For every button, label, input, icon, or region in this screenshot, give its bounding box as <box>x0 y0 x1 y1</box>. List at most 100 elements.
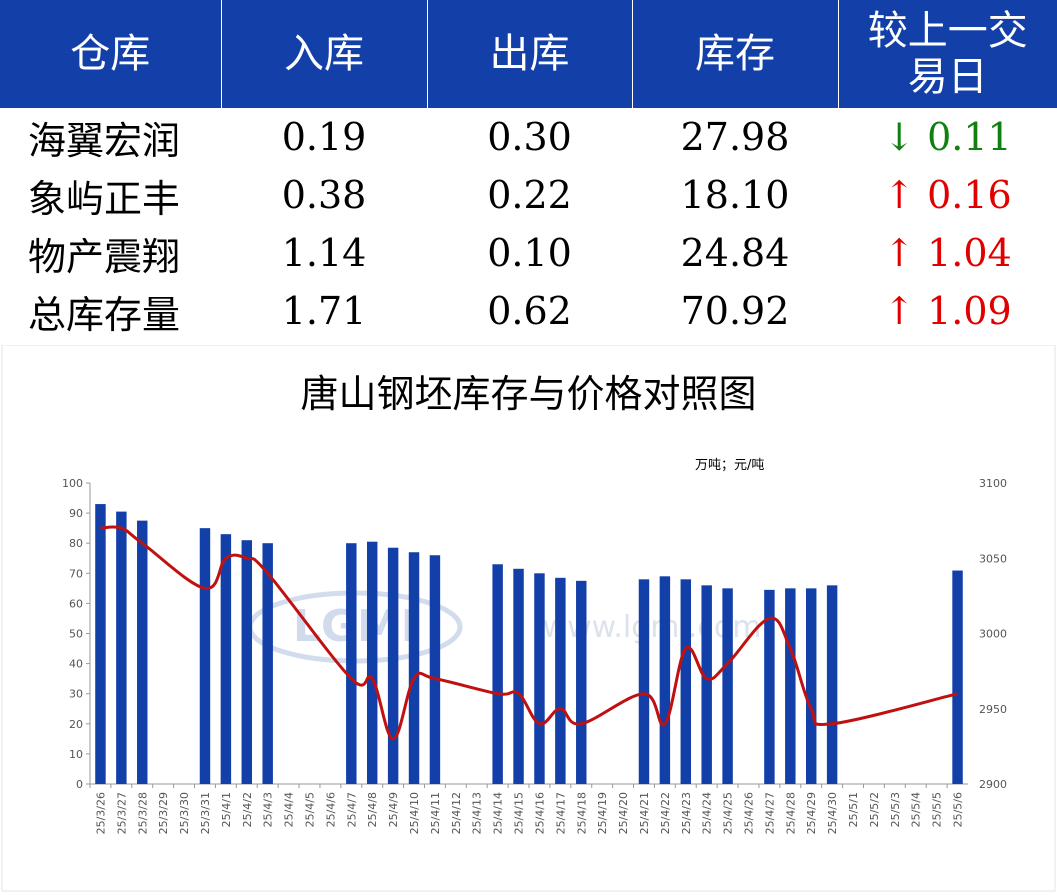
inventory-bar <box>429 555 441 784</box>
row-change-value: 0.16 <box>927 173 1012 217</box>
x-tick-label: 25/4/30 <box>826 792 839 834</box>
left-tick-label: 100 <box>62 477 83 490</box>
x-tick-label: 25/4/11 <box>429 792 442 834</box>
x-tick-label: 25/4/12 <box>450 792 463 834</box>
x-tick-label: 25/3/30 <box>178 792 191 834</box>
row-name: 海翼宏润 <box>28 118 181 163</box>
x-tick-label: 25/5/2 <box>868 792 881 827</box>
x-tick-label: 25/3/27 <box>115 792 128 834</box>
inventory-bar <box>220 534 232 784</box>
inventory-bar <box>95 504 106 784</box>
row-stock: 27.98 <box>680 115 790 159</box>
row-outbound: 0.10 <box>487 231 572 275</box>
x-tick-label: 25/4/3 <box>262 792 275 827</box>
inventory-bar <box>262 543 273 784</box>
x-tick-label: 25/4/29 <box>805 792 818 834</box>
table-header-row: 仓库 入库 出库 库存 较上一交易日 <box>0 0 1057 108</box>
header-outbound: 出库 <box>427 0 633 108</box>
chart-title: 唐山钢坯库存与价格对照图 <box>300 372 757 416</box>
inventory-bar <box>346 543 357 784</box>
inventory-bar <box>555 577 566 784</box>
inventory-price-chart: LGMIwww.lgmi.com010203040506070809010029… <box>1 345 1056 892</box>
x-tick-label: 25/4/16 <box>533 792 546 834</box>
x-tick-label: 25/3/31 <box>199 792 212 834</box>
x-tick-label: 25/3/29 <box>157 792 170 834</box>
row-outbound: 0.22 <box>487 173 572 217</box>
row-inbound: 1.71 <box>281 289 367 333</box>
x-tick-label: 25/4/4 <box>283 792 296 827</box>
inventory-bar <box>241 540 253 784</box>
inventory-bar <box>952 570 963 784</box>
x-tick-label: 25/4/6 <box>324 792 337 827</box>
row-change-value: 0.11 <box>927 115 1012 159</box>
row-outbound: 0.30 <box>487 115 572 159</box>
arrow-up-icon: ↑ <box>883 173 916 217</box>
left-tick-label: 90 <box>69 507 83 520</box>
price-line <box>100 525 958 741</box>
x-tick-label: 25/5/1 <box>847 792 860 827</box>
inventory-bar <box>387 547 399 784</box>
row-change-value: 1.04 <box>927 231 1012 275</box>
inventory-bar <box>659 576 671 784</box>
x-tick-label: 25/4/26 <box>743 792 756 834</box>
left-tick-label: 10 <box>69 748 83 761</box>
x-tick-label: 25/4/10 <box>408 792 421 834</box>
left-tick-label: 60 <box>69 597 83 610</box>
inventory-bar <box>408 552 420 784</box>
x-tick-label: 25/4/28 <box>784 792 797 834</box>
header-warehouse: 仓库 <box>0 0 222 108</box>
left-tick-label: 20 <box>69 718 83 731</box>
x-tick-label: 25/4/17 <box>554 792 567 834</box>
row-inbound: 0.19 <box>281 115 367 159</box>
x-tick-label: 25/4/9 <box>387 792 400 827</box>
right-tick-label: 3000 <box>979 628 1007 641</box>
inventory-bar <box>576 580 587 784</box>
header-inbound: 入库 <box>221 0 428 108</box>
inventory-bar <box>826 585 838 784</box>
inventory-bar <box>513 568 524 784</box>
row-inbound: 0.38 <box>281 173 367 217</box>
inventory-bar <box>137 520 148 784</box>
row-stock: 70.92 <box>680 289 790 333</box>
arrow-up-icon: ↑ <box>883 289 916 333</box>
table-row-total: 总库存量 1.71 0.62 70.92 ↑ 1.09 <box>0 282 1057 340</box>
table-row: 象屿正丰 0.38 0.22 18.10 ↑ 0.16 <box>0 166 1057 224</box>
arrow-down-icon: ↓ <box>883 115 916 159</box>
inventory-bar <box>492 564 503 784</box>
chart-area: LGMIwww.lgmi.com010203040506070809010029… <box>0 345 1057 895</box>
inventory-bar <box>785 588 796 784</box>
left-tick-label: 0 <box>76 778 83 791</box>
inventory-bar <box>680 579 692 784</box>
arrow-up-icon: ↑ <box>883 231 916 275</box>
left-tick-label: 30 <box>69 688 83 701</box>
inventory-bar <box>366 541 378 784</box>
inventory-bar <box>638 579 650 784</box>
x-tick-label: 25/5/3 <box>889 792 902 827</box>
x-tick-label: 25/4/22 <box>659 792 672 834</box>
x-tick-label: 25/5/4 <box>910 792 923 827</box>
inventory-bar <box>701 585 712 784</box>
header-change: 较上一交易日 <box>838 0 1057 108</box>
x-tick-label: 25/4/23 <box>680 792 693 834</box>
unit-label: 万吨；元/吨 <box>695 458 764 473</box>
row-change-value: 1.09 <box>927 289 1012 333</box>
right-tick-label: 2900 <box>979 778 1007 791</box>
row-name: 象屿正丰 <box>28 176 181 221</box>
row-inbound: 1.14 <box>281 231 367 275</box>
left-tick-label: 50 <box>69 628 83 641</box>
row-name: 物产震翔 <box>28 234 181 279</box>
row-stock: 24.84 <box>680 231 790 275</box>
x-tick-label: 25/4/8 <box>366 792 379 827</box>
x-tick-label: 25/4/25 <box>722 792 735 834</box>
inventory-bar <box>764 589 775 784</box>
x-tick-label: 25/4/14 <box>492 792 505 834</box>
x-tick-label: 25/4/2 <box>241 792 254 827</box>
inventory-table: 仓库 入库 出库 库存 较上一交易日 海翼宏润 0.19 0.30 27.98 … <box>0 0 1057 340</box>
left-tick-label: 70 <box>69 567 83 580</box>
inventory-bar <box>199 528 211 784</box>
inventory-bar <box>805 588 817 784</box>
inventory-bar <box>722 588 733 784</box>
x-tick-label: 25/3/28 <box>136 792 149 834</box>
x-tick-label: 25/4/27 <box>763 792 776 834</box>
x-tick-label: 25/4/1 <box>220 792 233 827</box>
